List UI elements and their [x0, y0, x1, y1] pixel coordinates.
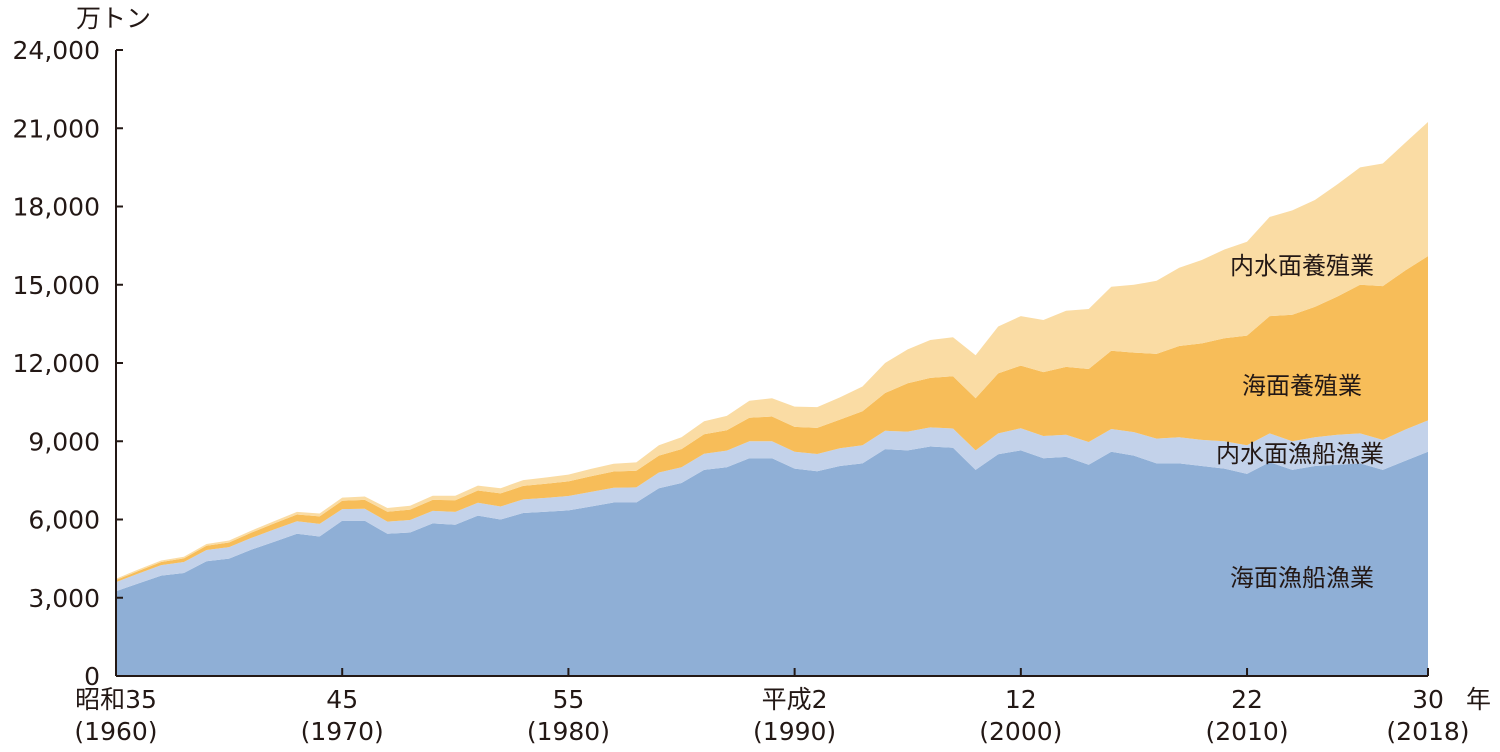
area-series-1: [116, 420, 1428, 592]
series-label-inland-aquaculture: 内水面養殖業: [1230, 252, 1374, 280]
y-tick-label: 9,000: [28, 427, 100, 456]
x-tick-label-era: 22: [1231, 685, 1263, 714]
y-tick-label: 15,000: [13, 271, 100, 300]
area-series-2: [116, 256, 1428, 583]
x-tick-label-era: 12: [1005, 685, 1037, 714]
x-tick-label-western: (2010): [1205, 717, 1288, 746]
x-tick-label-era: 55: [553, 685, 585, 714]
x-tick-label-western: (1980): [527, 717, 610, 746]
series-label-marine-aquaculture: 海面養殖業: [1242, 372, 1362, 400]
x-tick-label-western: (1990): [753, 717, 836, 746]
x-tick-label-era: 45: [326, 685, 358, 714]
x-tick-label-western: (2018): [1386, 717, 1469, 746]
x-tick-label-western: (1960): [74, 717, 157, 746]
y-tick-label: 0: [84, 662, 100, 691]
y-tick-label: 6,000: [28, 506, 100, 535]
x-tick-label-era: 平成2: [762, 685, 828, 714]
y-axis-label: 万トン: [76, 4, 151, 33]
y-tick-label: 21,000: [13, 114, 100, 143]
x-ticks: 昭和35 (1960) 45 (1970) 55 (1980) 平成2 (1990) 12 (20…: [74, 668, 1470, 746]
x-axis-unit: 年: [1466, 685, 1491, 714]
y-tick-label: 12,000: [13, 349, 100, 378]
y-ticks: 0 3,000 6,000 9,000 12,000 15,000 18,000 21,000…: [13, 36, 123, 691]
series-label-marine-capture: 海面漁船漁業: [1230, 564, 1374, 592]
series-label-inland-capture: 内水面漁船漁業: [1216, 440, 1384, 468]
x-tick-label-era: 30: [1412, 685, 1444, 714]
x-tick-label-era: 昭和35: [75, 685, 157, 714]
x-tick-label-western: (2000): [979, 717, 1062, 746]
area-series-0: [116, 446, 1428, 676]
area-series-3: [116, 122, 1428, 580]
y-tick-label: 24,000: [13, 36, 100, 65]
x-tick-label-western: (1970): [301, 717, 384, 746]
y-tick-label: 3,000: [28, 584, 100, 613]
y-tick-label: 18,000: [13, 193, 100, 222]
area-layers: [116, 122, 1428, 676]
